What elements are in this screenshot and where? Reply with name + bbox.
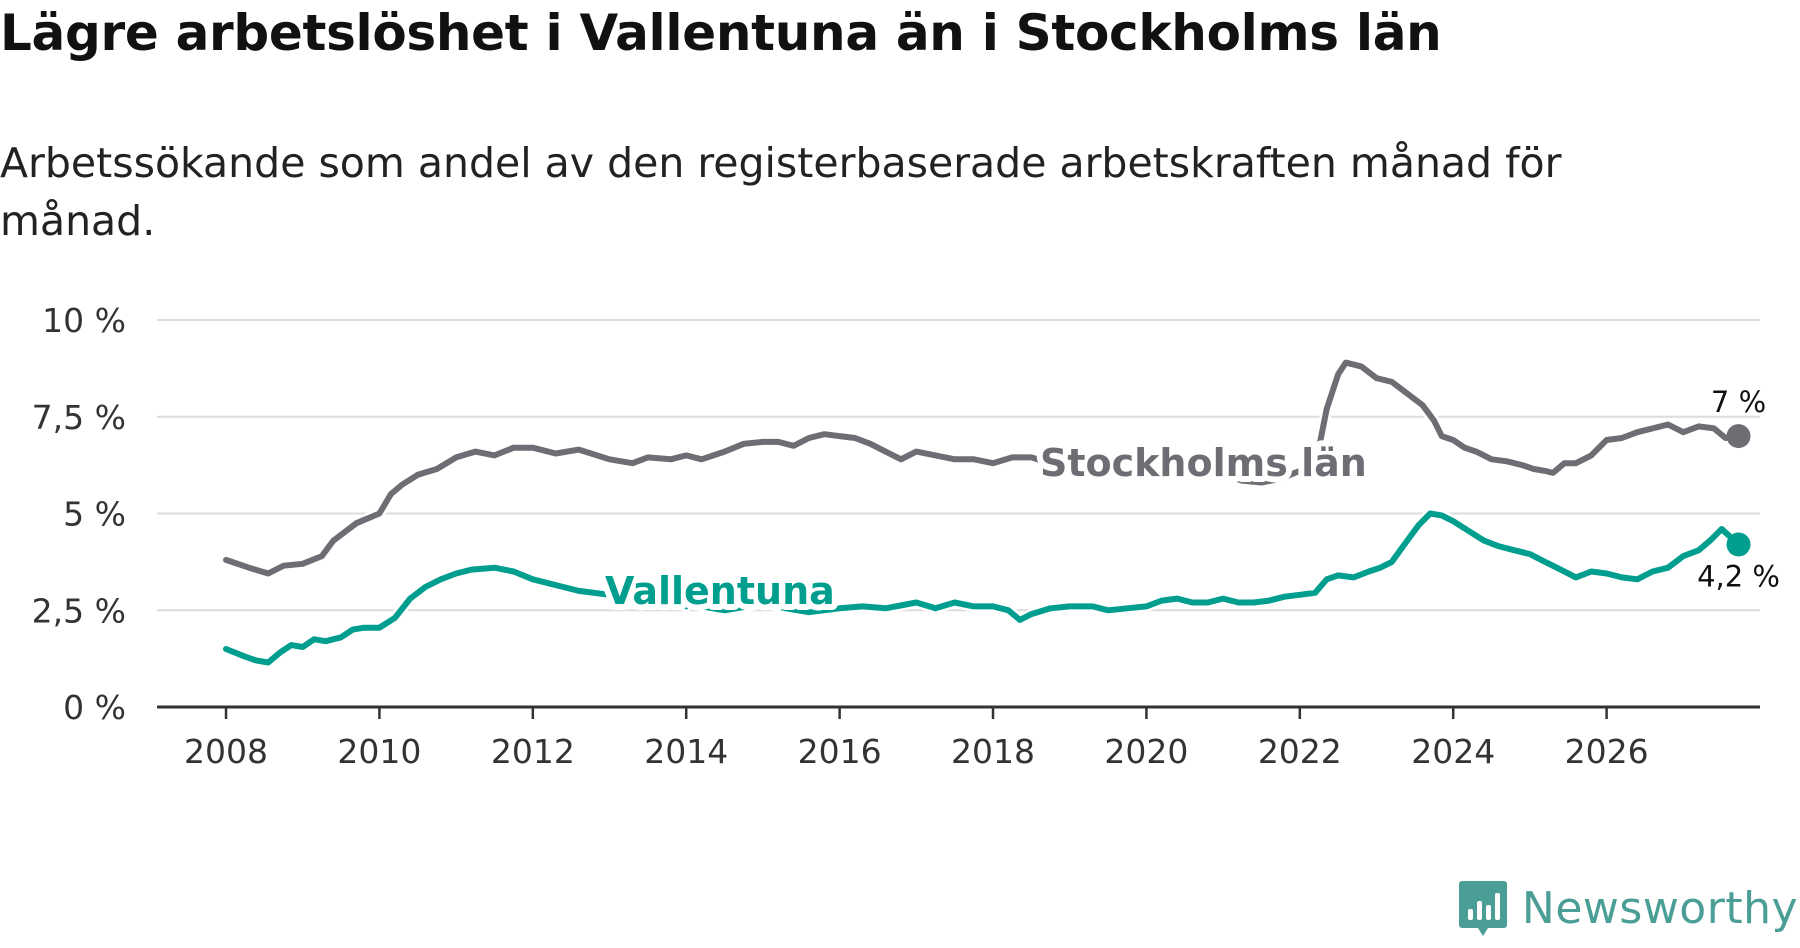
newsworthy-logo[interactable]: Newsworthy <box>1458 868 1798 948</box>
labels: Stockholms län Vallentuna 7 % 4,2 % <box>599 382 1783 619</box>
series-label-vallentuna: Vallentuna <box>605 569 835 613</box>
x-tick-label: 2022 <box>1258 732 1342 771</box>
end-point-vallentuna <box>1726 532 1751 557</box>
series-label-stockholms-l-n: Stockholms län <box>1040 441 1367 485</box>
series <box>220 357 1751 668</box>
y-tick-label: 5 % <box>63 495 126 534</box>
series-line-vallentuna <box>223 510 1742 666</box>
end-value-label-vallentuna: 4,2 % <box>1697 559 1780 593</box>
series-line-stockholms-l-n <box>223 359 1742 577</box>
x-tick-label: 2020 <box>1104 732 1188 771</box>
x-tick-label: 2010 <box>337 732 421 771</box>
y-tick-label: 10 % <box>42 301 126 340</box>
newsworthy-bar-chart-logo-icon <box>1458 881 1507 936</box>
y-tick-label: 7,5 % <box>32 398 126 437</box>
x-tick-label: 2026 <box>1565 732 1649 771</box>
x-tick-label: 2016 <box>798 732 882 771</box>
end-point-stockholms-l-n <box>1726 424 1751 449</box>
y-tick-label: 0 % <box>63 688 126 727</box>
series-halo-vallentuna <box>220 508 1744 668</box>
end-value-label-stockholms-l-n: 7 % <box>1711 385 1766 419</box>
x-tick-label: 2008 <box>184 732 268 771</box>
brand-name: Newsworthy <box>1521 882 1798 934</box>
gridlines <box>157 319 1760 612</box>
x-tick-label: 2012 <box>491 732 575 771</box>
x-tick-label: 2024 <box>1411 732 1495 771</box>
axes: 0 % 2,5 % 5 % 7,5 % 10 % 2008 2010 2012 2014 2016… <box>32 301 1760 771</box>
series-halo-stockholms-l-n <box>220 357 1744 579</box>
y-tick-label: 2,5 % <box>32 591 126 630</box>
x-tick-label: 2018 <box>951 732 1035 771</box>
chart-title: Lägre arbetslöshet i Vallentuna än i Sto… <box>0 4 1442 62</box>
chart-subtitle: Arbetssökande som andel av den registerb… <box>0 139 1562 245</box>
x-tick-label: 2014 <box>644 732 728 771</box>
